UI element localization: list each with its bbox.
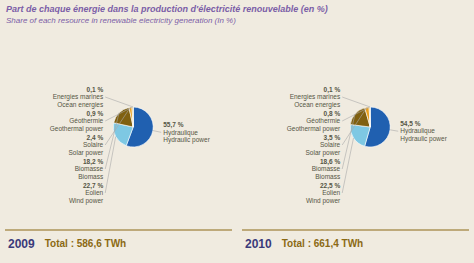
category-line: Ocean energies <box>294 101 341 109</box>
category-line: Géothermie <box>69 117 103 124</box>
slice-label: 0,1 %Energies marinesOcean energies <box>290 86 341 109</box>
pie-slice <box>369 107 370 127</box>
category-line: Hydraulic power <box>400 135 447 143</box>
category-line: Géothermie <box>306 117 340 124</box>
category-line: Solaire <box>320 141 341 148</box>
category-line: Biomass <box>315 173 341 180</box>
category-line: Geothermal power <box>287 125 341 133</box>
category-label: HydrauliqueHydraulic power <box>163 129 210 145</box>
category-line: Biomasse <box>75 165 104 172</box>
category-label: SolaireSolar power <box>306 141 342 157</box>
category-label: HydrauliqueHydraulic power <box>400 127 447 143</box>
leader-line <box>342 97 370 107</box>
leader-line <box>105 107 130 145</box>
category-line: Eolien <box>85 189 103 196</box>
leader-line <box>342 114 355 169</box>
slice-label: 22,5 %EolienWind power <box>306 182 341 205</box>
category-label: SolaireSolar power <box>69 141 105 157</box>
leader-line <box>105 113 119 169</box>
year: 2009 <box>8 237 35 251</box>
slice-label: 18,2 %BiomasseBiomass <box>75 158 104 180</box>
pie-panel: 55,7 %HydrauliqueHydraulic power 22,7 %Eo… <box>5 86 232 251</box>
category-line: Eolien <box>322 189 340 196</box>
chart: Part de chaque énergie dans la productio… <box>0 0 474 263</box>
category-line: Wind power <box>69 197 104 205</box>
leader-line <box>390 130 398 131</box>
subtitle: Share of each resource in renewable elec… <box>6 16 236 25</box>
pie-slice <box>132 107 133 127</box>
total: Total : 661,4 TWh <box>282 238 364 249</box>
category-line: Solaire <box>83 141 104 148</box>
slice-label: 3,5 %SolaireSolar power <box>306 134 342 157</box>
year: 2010 <box>245 237 272 251</box>
category-line: Biomass <box>78 173 104 180</box>
category-line: Wind power <box>306 197 341 205</box>
category-label: BiomasseBiomass <box>75 165 104 180</box>
leader-line <box>105 107 132 121</box>
slice-label: 22,7 %EolienWind power <box>69 182 104 205</box>
pie-slice <box>365 107 370 127</box>
pie-slice <box>133 107 134 127</box>
slice-label: 55,7 %HydrauliqueHydraulic power <box>163 121 210 144</box>
category-label: EolienWind power <box>69 189 104 205</box>
slice-label: 54,5 %HydrauliqueHydraulic power <box>400 120 447 143</box>
background <box>0 0 474 263</box>
category-label: GéothermieGeothermal power <box>287 117 341 133</box>
rule <box>5 230 232 231</box>
leader-line <box>105 97 133 107</box>
category-label: GéothermieGeothermal power <box>50 117 104 133</box>
pie-slice <box>370 107 371 127</box>
category-label: BiomasseBiomass <box>312 165 341 180</box>
slice-label: 2,4 %SolaireSolar power <box>69 134 105 157</box>
category-label: Energies marinesOcean energies <box>53 93 104 109</box>
leader-line <box>342 138 353 193</box>
category-label: EolienWind power <box>306 189 341 205</box>
title: Part de chaque énergie dans la productio… <box>6 4 328 14</box>
slice-label: 0,9 %GéothermieGeothermal power <box>50 110 104 133</box>
category-line: Hydraulic power <box>163 136 210 144</box>
pie-panel: 54,5 %HydrauliqueHydraulic power 22,5 %Eo… <box>242 86 469 251</box>
leader-line <box>342 107 367 145</box>
category-line: Biomasse <box>312 165 341 172</box>
pie-slice <box>129 107 133 127</box>
leader-line <box>153 131 161 133</box>
rule <box>242 230 469 231</box>
category-line: Ocean energies <box>57 101 104 109</box>
category-label: Energies marinesOcean energies <box>290 93 341 109</box>
slice-label: 0,1 %Energies marinesOcean energies <box>53 86 104 109</box>
slice-label: 18,6 %BiomasseBiomass <box>312 158 341 180</box>
category-line: Solar power <box>69 149 105 157</box>
category-line: Geothermal power <box>50 125 104 133</box>
category-line: Solar power <box>306 149 342 157</box>
total: Total : 586,6 TWh <box>45 238 127 249</box>
leader-line <box>342 107 369 121</box>
slice-label: 0,8 %GéothermieGeothermal power <box>287 110 341 133</box>
leader-line <box>105 137 115 193</box>
